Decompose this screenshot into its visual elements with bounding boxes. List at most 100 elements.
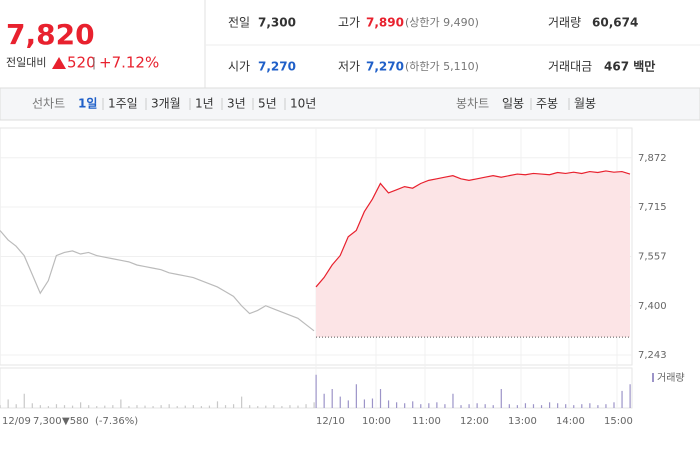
legend-label: 거래량 — [657, 372, 685, 384]
change-label: 전일대비 — [6, 55, 46, 69]
volume-bar — [80, 402, 82, 408]
volume-bar — [548, 402, 551, 408]
stat-label: 시가 — [228, 60, 250, 74]
tab[interactable]: 월봉 — [574, 97, 596, 111]
tab[interactable]: 10년 — [290, 97, 316, 111]
volume-bar — [355, 384, 357, 408]
change-pct: +7.12% — [99, 54, 159, 72]
volume-bar — [460, 405, 462, 408]
volume-bar — [339, 396, 341, 408]
tab[interactable]: 3년 — [227, 97, 246, 111]
stat-value: 7,300 — [258, 16, 296, 30]
stat-value: 467 백만 — [604, 59, 655, 74]
volume-bar — [532, 404, 535, 408]
y-tick-label: 7,243 — [638, 350, 667, 361]
prev-close: 7,300 — [33, 416, 62, 427]
volume-bar — [265, 405, 267, 408]
volume-bar — [216, 401, 219, 408]
x-tick-label: 11:00 — [412, 416, 441, 427]
volume-bar — [420, 404, 422, 408]
volume-bar — [629, 384, 631, 408]
legend-swatch — [652, 373, 654, 382]
volume-bar — [371, 398, 374, 408]
volume-bar — [387, 400, 390, 408]
stat-label: 거래량 — [548, 16, 581, 30]
volume-bar — [96, 406, 98, 408]
volume-bar — [7, 399, 9, 408]
y-tick-label: 7,557 — [638, 252, 667, 263]
tab[interactable]: 1일 — [78, 97, 97, 111]
volume-bar — [176, 406, 178, 408]
tab-group-label: 선차트 — [32, 97, 65, 111]
price: 7,820 — [6, 18, 95, 51]
y-tick-label: 7,872 — [638, 153, 667, 164]
tab[interactable]: 일봉 — [502, 97, 524, 111]
x-tick-label: 13:00 — [508, 416, 537, 427]
volume-bar — [396, 402, 398, 408]
volume-bar — [31, 403, 33, 408]
volume-bar — [597, 405, 599, 408]
volume-bar — [605, 404, 607, 408]
volume-bar — [88, 405, 90, 408]
tab[interactable]: 1주일 — [108, 97, 138, 111]
x-tick-label: 14:00 — [556, 416, 585, 427]
volume-bar — [476, 403, 478, 408]
volume-bar — [63, 405, 66, 408]
volume-bar — [565, 404, 567, 408]
volume-bar — [492, 405, 494, 408]
stat-value: 7,890 — [366, 16, 404, 30]
stat-label: 고가 — [338, 16, 360, 30]
x-tick-label: 12:00 — [460, 416, 489, 427]
volume-bar — [112, 405, 114, 408]
stat-note: (하한가 5,110) — [405, 59, 479, 73]
tab[interactable]: 1년 — [195, 97, 214, 111]
volume-bar — [363, 399, 366, 408]
stat-label: 저가 — [338, 60, 360, 74]
change: 520 — [67, 54, 96, 72]
volume-bar — [47, 406, 50, 408]
volume-bar — [313, 402, 315, 408]
tab-bar — [0, 87, 700, 121]
stat-value: 60,674 — [592, 16, 638, 30]
volume-bar — [120, 399, 122, 408]
x-tick-label: 12/10 — [316, 416, 345, 427]
volume-bar — [241, 396, 243, 408]
volume-bar — [184, 405, 186, 408]
tab[interactable]: 주봉 — [536, 97, 558, 111]
volume-bar — [305, 404, 307, 408]
volume-bar — [71, 405, 74, 408]
volume-bar — [15, 404, 17, 408]
y-tick-label: 7,715 — [638, 202, 667, 213]
price-line — [315, 170, 631, 288]
volume-bar — [540, 405, 543, 408]
y-tick-label: 7,400 — [638, 301, 667, 312]
stat-value: 7,270 — [366, 60, 404, 74]
volume-bar — [613, 402, 615, 408]
volume-bar — [281, 406, 283, 408]
stat-note: (상한가 9,490) — [405, 16, 479, 29]
tab[interactable]: 3개월 — [151, 97, 181, 111]
volume-bar — [589, 403, 591, 408]
volume-bar — [144, 405, 146, 408]
volume-bar — [152, 406, 154, 408]
volume-bar — [444, 404, 446, 408]
volume-bar — [428, 403, 430, 408]
volume-bar — [468, 404, 470, 408]
volume-bar — [249, 405, 251, 408]
volume-bar — [508, 404, 510, 408]
volume-bar — [39, 405, 41, 408]
stat-label: 전일 — [228, 16, 250, 30]
volume-bar — [289, 405, 291, 408]
sep: | — [92, 56, 96, 70]
volume-bar — [581, 404, 583, 408]
tab[interactable]: 5년 — [258, 97, 277, 111]
volume-bar — [136, 405, 138, 408]
volume-bar — [323, 393, 325, 408]
area-fill — [316, 170, 630, 338]
volume-bar — [168, 404, 170, 408]
volume-bar — [412, 401, 414, 408]
x-tick-label: 15:00 — [604, 416, 633, 427]
volume-bar — [273, 405, 275, 408]
